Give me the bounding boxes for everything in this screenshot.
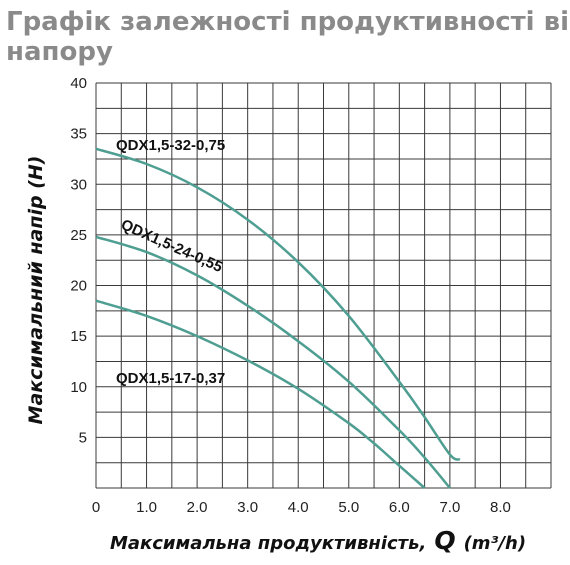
x-tick-label: 1.0 (136, 499, 157, 516)
x-axis-label-unit: (m³/h) (464, 533, 526, 554)
x-tick-label: 0 (92, 499, 100, 516)
x-tick-label: 6.0 (389, 499, 410, 516)
chart-title-line-2: напору (6, 37, 113, 67)
y-tick-label: 15 (70, 328, 87, 345)
y-axis-ticks: 5 10 15 20 25 30 35 40 (70, 75, 87, 446)
x-axis-label-symbol: Q (434, 526, 455, 555)
series-curves (95, 147, 461, 489)
x-tick-label: 3.0 (237, 499, 258, 516)
y-tick-label: 5 (79, 429, 87, 446)
x-axis-label-text: Максимальна продуктивність, (110, 533, 426, 554)
y-tick-label: 10 (70, 379, 87, 396)
x-tick-label: 5.0 (338, 499, 359, 516)
x-axis-ticks: 0 1.0 2.0 3.0 4.0 5.0 6.0 7.0 8.0 (92, 499, 511, 516)
x-axis-label: Максимальна продуктивність, Q (m³/h) (110, 526, 526, 555)
chart-title-line-1: Графік залежності продуктивності від (6, 7, 570, 37)
y-tick-label: 40 (70, 75, 87, 92)
series-line-1 (95, 235, 451, 489)
series-line-2 (95, 299, 426, 489)
y-tick-label: 20 (70, 278, 87, 295)
y-tick-label: 25 (70, 227, 87, 244)
series-label-qdx-32: QDX1,5-32-0,75 (116, 137, 225, 154)
y-tick-label: 30 (70, 176, 87, 193)
x-tick-label: 2.0 (187, 499, 208, 516)
x-tick-label: 7.0 (439, 499, 460, 516)
series-line-0 (95, 147, 461, 461)
y-axis-label: Максимальний напір (Н) (25, 156, 47, 425)
y-tick-label: 35 (70, 126, 87, 143)
x-tick-label: 8.0 (490, 499, 511, 516)
series-label-qdx-17: QDX1,5-17-0,37 (116, 370, 225, 387)
x-tick-label: 4.0 (288, 499, 309, 516)
